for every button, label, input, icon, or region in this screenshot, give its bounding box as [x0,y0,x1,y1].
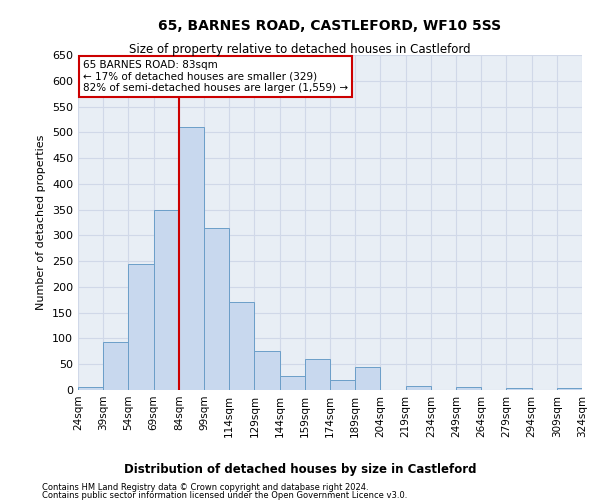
Bar [557,388,582,390]
Text: Distribution of detached houses by size in Castleford: Distribution of detached houses by size … [124,464,476,476]
Bar [330,380,355,390]
Text: Contains public sector information licensed under the Open Government Licence v3: Contains public sector information licen… [42,490,407,500]
Bar [355,367,380,390]
Bar [103,342,128,390]
Bar [280,376,305,390]
Bar [456,388,481,390]
Bar [506,388,532,390]
Title: 65, BARNES ROAD, CASTLEFORD, WF10 5SS: 65, BARNES ROAD, CASTLEFORD, WF10 5SS [158,19,502,33]
Y-axis label: Number of detached properties: Number of detached properties [37,135,46,310]
Text: 65 BARNES ROAD: 83sqm
← 17% of detached houses are smaller (329)
82% of semi-det: 65 BARNES ROAD: 83sqm ← 17% of detached … [83,60,348,93]
Bar [229,302,254,390]
Bar [204,228,229,390]
Bar [305,359,330,390]
Bar [78,388,103,390]
Text: Size of property relative to detached houses in Castleford: Size of property relative to detached ho… [129,42,471,56]
Bar [128,264,154,390]
Bar [406,386,431,390]
Bar [154,210,179,390]
Bar [254,352,280,390]
Text: Contains HM Land Registry data © Crown copyright and database right 2024.: Contains HM Land Registry data © Crown c… [42,483,368,492]
Bar [179,127,204,390]
